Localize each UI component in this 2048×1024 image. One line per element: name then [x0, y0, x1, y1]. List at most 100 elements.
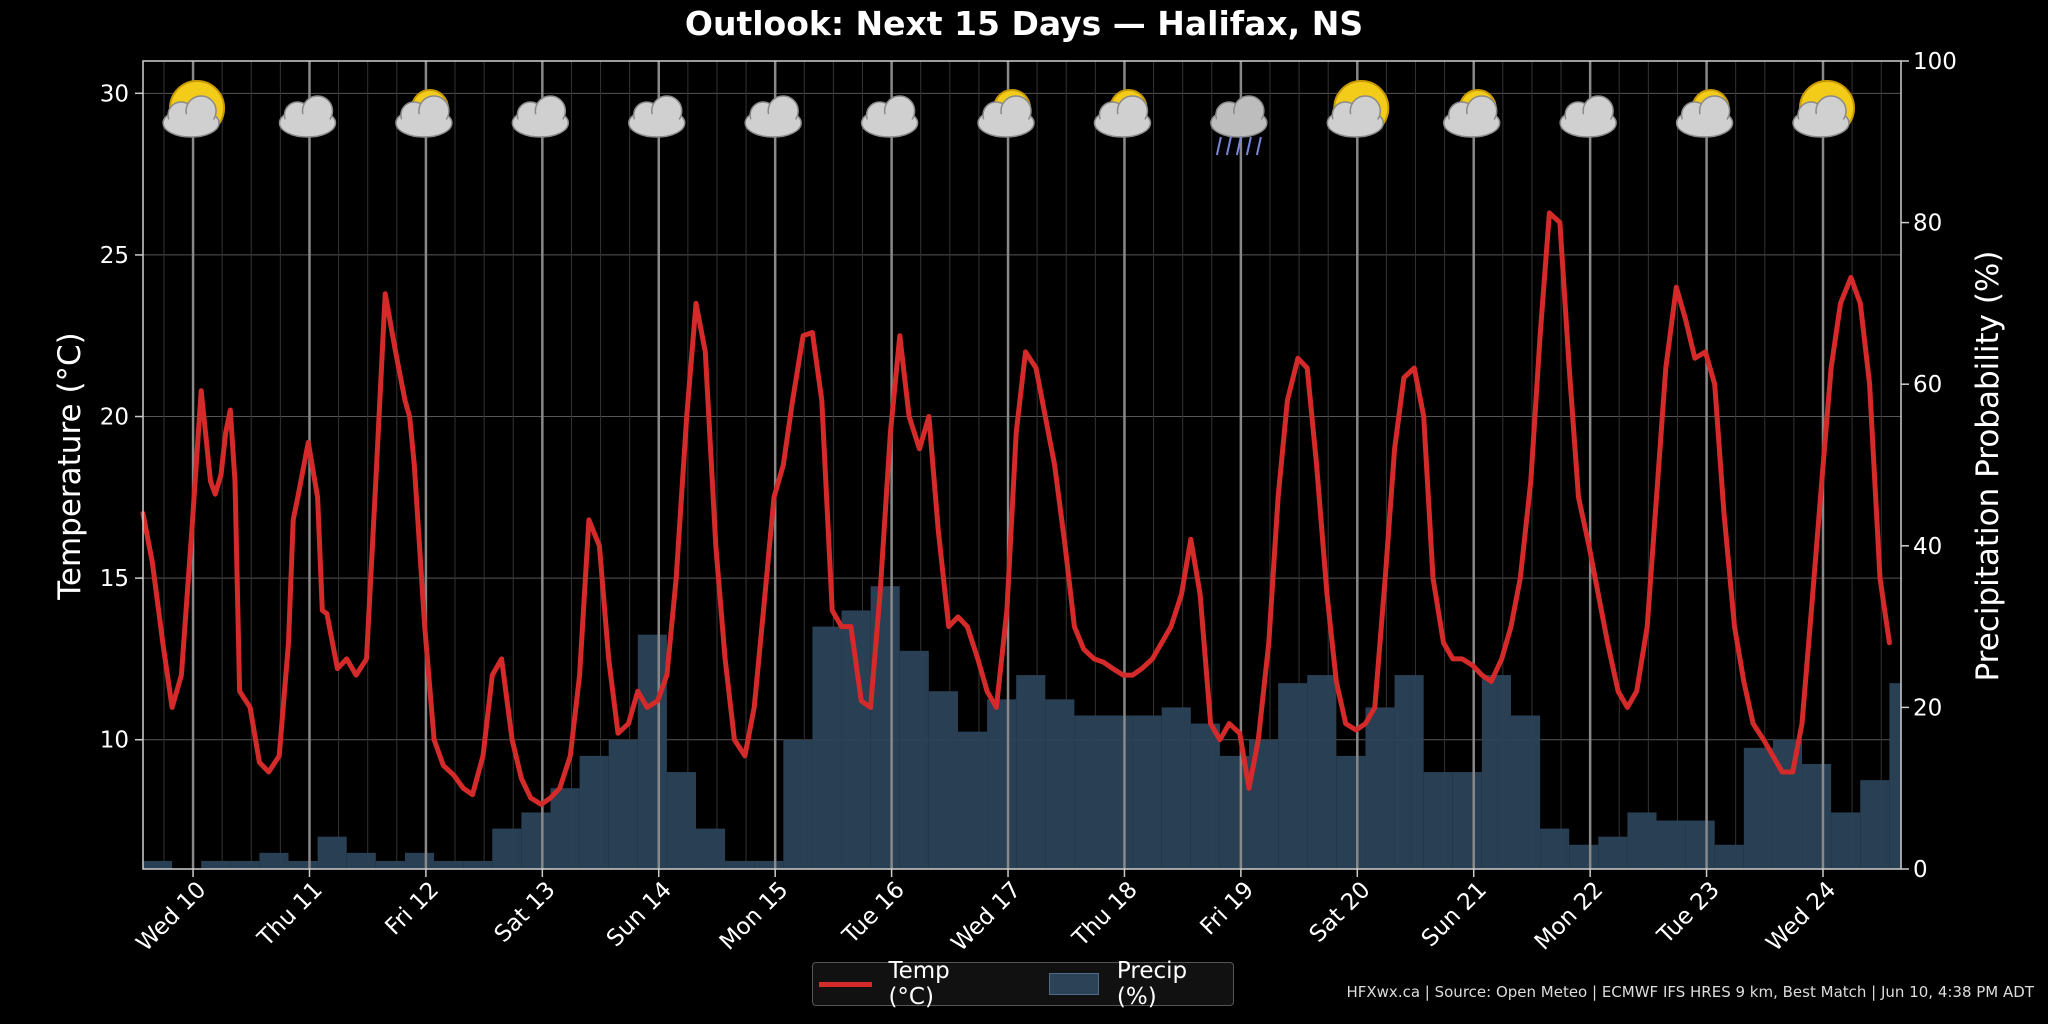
- date-axis: Wed 10 Thu 11 Fri 12 Sat 13 Sun 14 Mon 15 Tue …: [132, 869, 1842, 957]
- precip-bar: [1074, 715, 1104, 869]
- precip-bar: [143, 860, 173, 869]
- cloud-icon: [628, 95, 686, 138]
- y-tick-label: 25: [100, 243, 129, 269]
- legend-item-temp: Temp (°C): [819, 958, 1001, 1010]
- legend: Temp (°C) Precip (%): [812, 958, 1234, 1010]
- cloud-icon: [744, 95, 802, 138]
- x-tick-label: Tue 23: [1652, 877, 1725, 950]
- precip-bar: [783, 739, 813, 869]
- source-footer: HFXwx.ca | Source: Open Meteo | ECMWF IF…: [1346, 983, 2034, 1001]
- precip-bar: [521, 812, 551, 869]
- sun-cloud-icon: [977, 89, 1035, 138]
- x-tick-label: Sat 13: [490, 877, 561, 948]
- sun-cloud-icon: [162, 80, 226, 138]
- legend-label-precip: Precip (%): [1116, 958, 1188, 1010]
- precip-bar: [1190, 723, 1220, 869]
- precip-bar: [1278, 683, 1308, 869]
- precip-bar: [434, 860, 464, 869]
- legend-item-precip: Precip (%): [1049, 958, 1233, 1010]
- precip-bar: [608, 739, 638, 869]
- precip-bars: [143, 586, 1901, 869]
- cloud-icon: [860, 95, 919, 138]
- y-tick-label: 30: [100, 81, 129, 107]
- precip-bar: [463, 860, 493, 869]
- precip-bar: [725, 860, 755, 869]
- legend-swatch-temp: [819, 981, 873, 987]
- precip-bar: [1743, 747, 1773, 869]
- precip-bar: [346, 852, 376, 869]
- y2-tick-label: 40: [1913, 534, 1942, 560]
- precip-bar: [1132, 715, 1162, 869]
- sun-cloud-icon: [1093, 89, 1152, 138]
- precip-bar: [1685, 820, 1715, 869]
- precip-bar: [230, 860, 260, 869]
- x-tick-label: Wed 10: [132, 877, 212, 957]
- precip-bar: [492, 828, 522, 869]
- precip-bar: [1161, 707, 1191, 869]
- y2-tick-label: 20: [1913, 695, 1942, 721]
- precip-bar: [288, 860, 318, 869]
- precip-bar: [1598, 836, 1628, 869]
- precip-bar: [1307, 675, 1337, 869]
- x-tick-label: Tue 16: [837, 877, 910, 950]
- precip-bar: [201, 860, 231, 869]
- precip-bar: [957, 731, 988, 869]
- precip-bar: [666, 772, 697, 869]
- precip-bar: [259, 852, 289, 869]
- precip-bar: [987, 699, 1017, 869]
- precip-bar: [317, 836, 347, 869]
- precip-bar: [1336, 755, 1366, 869]
- plot-frame: [142, 60, 1902, 870]
- sun-cloud-icon: [1326, 80, 1390, 138]
- cloud-icon: [1559, 95, 1617, 138]
- precip-bar: [899, 650, 929, 869]
- y-tick-label: 20: [100, 405, 129, 431]
- sun-cloud-icon: [1675, 89, 1734, 138]
- precip-bar: [812, 626, 842, 869]
- cloud-icon: [511, 95, 570, 138]
- x-tick-label: Sat 20: [1305, 877, 1376, 948]
- precip-bar: [1510, 715, 1541, 869]
- chart-title: Outlook: Next 15 Days — Halifax, NS: [685, 4, 1363, 43]
- precip-bar: [1860, 780, 1890, 869]
- x-tick-label: Mon 15: [715, 877, 794, 956]
- y2-tick-label: 100: [1913, 49, 1957, 75]
- precip-bar: [1016, 675, 1046, 869]
- precip-bar: [754, 860, 784, 869]
- y2-tick-label: 80: [1913, 211, 1942, 237]
- x-tick-label: Mon 22: [1530, 877, 1609, 956]
- x-tick-label: Fri 12: [381, 877, 445, 941]
- y-tick-label: 10: [100, 728, 129, 754]
- precip-bar: [1394, 675, 1424, 869]
- x-tick-label: Wed 24: [1762, 877, 1842, 957]
- precip-bar: [1569, 844, 1599, 869]
- precip-bar: [1365, 707, 1395, 869]
- precip-bar: [404, 852, 435, 869]
- precip-bar: [637, 634, 667, 869]
- weather-icons: [162, 80, 1855, 156]
- y2-tick-label: 0: [1913, 857, 1928, 883]
- precip-axis: 0 20 40 60 80 100: [1901, 49, 1957, 883]
- x-tick-label: Thu 11: [252, 877, 328, 953]
- precip-bar: [1423, 772, 1453, 869]
- precip-bar: [550, 788, 580, 869]
- y-tick-label: 15: [100, 566, 129, 592]
- precip-bar: [579, 755, 609, 869]
- sun-cloud-icon: [1442, 89, 1501, 138]
- y2-axis-label: Precipitation Probability (%): [1970, 251, 2006, 682]
- day-separators: [191, 61, 1825, 869]
- precip-bar: [1831, 812, 1861, 869]
- precip-bar: [1889, 683, 1901, 869]
- precip-bar: [1714, 844, 1744, 869]
- x-tick-label: Fri 19: [1195, 877, 1259, 941]
- precip-bar: [1481, 675, 1511, 869]
- y-axis-label: Temperature (°C): [52, 332, 88, 601]
- x-tick-label: Wed 17: [947, 877, 1027, 957]
- legend-label-temp: Temp (°C): [888, 958, 950, 1010]
- precip-bar: [1219, 755, 1250, 869]
- temperature-axis: 10 15 20 25 30: [100, 81, 143, 754]
- precip-bar: [1103, 715, 1133, 869]
- temperature-line: [140, 210, 1892, 807]
- x-tick-label: Thu 18: [1067, 877, 1143, 953]
